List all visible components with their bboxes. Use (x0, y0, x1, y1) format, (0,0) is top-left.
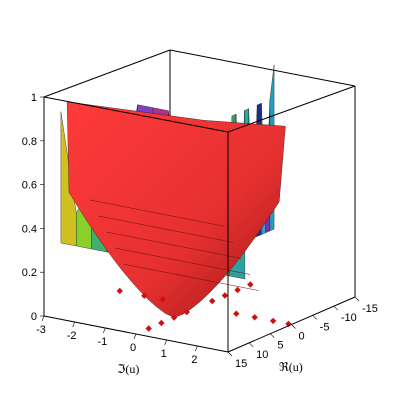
y-tick (72, 321, 75, 328)
x-tick (291, 324, 296, 329)
y-tick-label: -2 (67, 330, 77, 342)
zero-marker (209, 297, 216, 305)
y-tick (41, 315, 45, 322)
surface-gridline (89, 199, 225, 227)
y-tick (133, 333, 137, 340)
z-tick-label: 0 (31, 311, 37, 323)
zero-marker (269, 317, 277, 325)
z-tick-label: 1 (31, 92, 37, 104)
zero-marker (170, 314, 178, 321)
surface-gridline (123, 263, 259, 291)
y-axis: -3 -2 -1 0 1 2 (36, 315, 198, 366)
zero-marker (145, 325, 152, 332)
y-tick-label: -3 (36, 324, 46, 336)
y-tick-label: 2 (191, 354, 197, 366)
zero-marker (141, 292, 148, 299)
x-tick-label: 5 (277, 340, 283, 352)
y-tick-label: 0 (130, 342, 136, 354)
zeros-projection (116, 281, 292, 332)
z-tick-label: 0.4 (22, 223, 37, 235)
zero-marker (247, 281, 254, 288)
x-tick (248, 342, 254, 348)
surface-bowl (66, 101, 286, 318)
surface (60, 64, 286, 318)
x-axis-label: ℜ(u) (279, 360, 303, 374)
zero-marker (159, 296, 166, 303)
surface-gridline (98, 215, 234, 243)
x-tick-label: -15 (362, 303, 378, 315)
y-tick (103, 327, 106, 334)
z-axis: 0 0.2 0.4 0.6 0.8 1 (22, 92, 44, 323)
x-tick-label: -10 (341, 312, 357, 324)
x-tick-label: 0 (299, 331, 305, 343)
zero-marker (233, 310, 240, 317)
zero-marker (221, 292, 229, 299)
x-tick-label: 15 (235, 358, 247, 370)
z-tick-label: 0.2 (22, 267, 37, 279)
y-axis-label: ℑ(u) (117, 362, 139, 376)
x-tick (270, 333, 275, 338)
x-tick (312, 315, 317, 320)
x-tick-label: -5 (320, 321, 330, 333)
zero-marker (251, 314, 258, 321)
x-tick-label: 10 (256, 349, 268, 361)
zero-marker (183, 308, 190, 316)
x-tick (354, 296, 360, 302)
y-tick (195, 345, 198, 352)
y-tick-label: -1 (97, 336, 107, 348)
x-tick (227, 351, 233, 357)
x-tick (333, 305, 339, 311)
z-tick-label: 0.8 (22, 136, 37, 148)
zero-marker (116, 287, 123, 295)
y-tick (164, 339, 167, 346)
surface-gridline (106, 231, 242, 259)
zero-marker (158, 319, 165, 327)
z-tick-label: 0.6 (22, 180, 37, 192)
y-tick-label: 1 (161, 348, 167, 360)
x-axis: 15 10 5 0 -5 -10 -15 (227, 296, 378, 370)
zero-marker (234, 286, 241, 294)
